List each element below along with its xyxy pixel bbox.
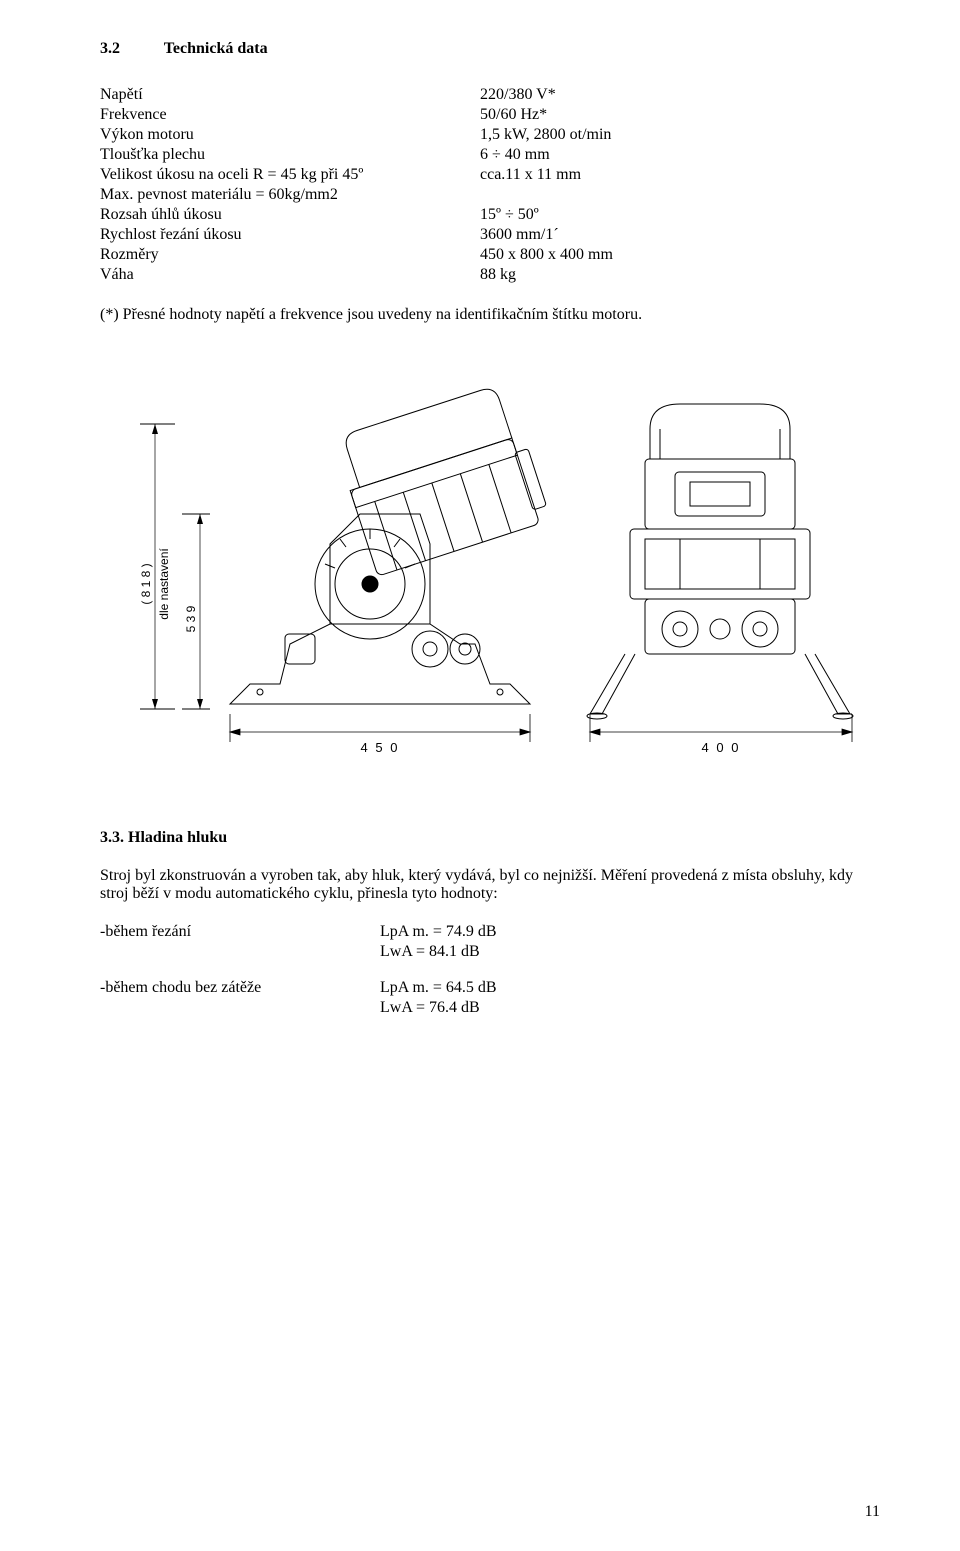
noise-value: LwA = 84.1 dB — [380, 943, 497, 963]
page-number: 11 — [865, 1503, 880, 1521]
spec-label: Váha — [100, 266, 480, 286]
noise-label: -během řezání — [100, 923, 380, 943]
dim-539: 5 3 9 — [184, 605, 198, 632]
spec-label: Rozsah úhlů úkosu — [100, 206, 480, 226]
spec-value: 88 kg — [480, 266, 613, 286]
dim-text: dle nastavení — [157, 548, 171, 620]
spec-value: 15º ÷ 50º — [480, 206, 613, 226]
spec-value: 220/380 V* — [480, 86, 613, 106]
noise-title: Hladina hluku — [128, 829, 227, 846]
spec-label: Napětí — [100, 86, 480, 106]
spec-label: Rychlost řezání úkosu — [100, 226, 480, 246]
noise-num: 3.3. — [100, 829, 124, 846]
dim-450: 4 5 0 — [361, 740, 400, 755]
noise-row: LwA = 76.4 dB — [100, 999, 497, 1019]
spec-label: Rozměry — [100, 246, 480, 266]
dim-400: 4 0 0 — [702, 740, 741, 755]
spec-value — [480, 186, 613, 206]
spec-row: Rychlost řezání úkosu3600 mm/1´ — [100, 226, 613, 246]
spec-value: 6 ÷ 40 mm — [480, 146, 613, 166]
spec-label: Tloušťka plechu — [100, 146, 480, 166]
noise-row: LwA = 84.1 dB — [100, 943, 497, 963]
spec-row: Velikost úkosu na oceli R = 45 kg při 45… — [100, 166, 613, 186]
noise-section: 3.3. Hladina hluku Stroj byl zkonstruová… — [100, 829, 880, 1019]
dim-818: ( 8 1 8 ) — [139, 563, 153, 604]
spec-row: Max. pevnost materiálu = 60kg/mm2 — [100, 186, 613, 206]
noise-value: LpA m. = 64.5 dB — [380, 979, 497, 999]
spec-value: 1,5 kW, 2800 ot/min — [480, 126, 613, 146]
noise-paragraph: Stroj byl zkonstruován a vyroben tak, ab… — [100, 867, 880, 903]
spec-label: Max. pevnost materiálu = 60kg/mm2 — [100, 186, 480, 206]
noise-value: LwA = 76.4 dB — [380, 999, 497, 1019]
section-heading: 3.2 Technická data — [100, 40, 880, 58]
spec-row: Rozměry450 x 800 x 400 mm — [100, 246, 613, 266]
spec-value: 3600 mm/1´ — [480, 226, 613, 246]
noise-row: -během chodu bez zátěžeLpA m. = 64.5 dB — [100, 979, 497, 999]
noise-table: -během řezáníLpA m. = 74.9 dBLwA = 84.1 … — [100, 923, 497, 1019]
spec-value: 50/60 Hz* — [480, 106, 613, 126]
spec-table: Napětí220/380 V*Frekvence50/60 Hz*Výkon … — [100, 86, 613, 286]
section-number: 3.2 — [100, 40, 160, 58]
spec-row: Tloušťka plechu6 ÷ 40 mm — [100, 146, 613, 166]
spec-label: Frekvence — [100, 106, 480, 126]
section-title: Technická data — [164, 40, 268, 57]
spec-value: 450 x 800 x 400 mm — [480, 246, 613, 266]
spec-label: Velikost úkosu na oceli R = 45 kg při 45… — [100, 166, 480, 186]
technical-diagram: ( 8 1 8 ) dle nastavení 5 3 9 — [100, 364, 880, 769]
spec-row: Napětí220/380 V* — [100, 86, 613, 106]
noise-label: -během chodu bez zátěže — [100, 979, 380, 999]
footnote: (*) Přesné hodnoty napětí a frekvence js… — [100, 306, 880, 324]
spec-row: Výkon motoru1,5 kW, 2800 ot/min — [100, 126, 613, 146]
spec-row: Váha88 kg — [100, 266, 613, 286]
spec-row: Rozsah úhlů úkosu15º ÷ 50º — [100, 206, 613, 226]
noise-value: LpA m. = 74.9 dB — [380, 923, 497, 943]
noise-row: -během řezáníLpA m. = 74.9 dB — [100, 923, 497, 943]
spec-row: Frekvence50/60 Hz* — [100, 106, 613, 126]
spec-value: cca.11 x 11 mm — [480, 166, 613, 186]
spec-label: Výkon motoru — [100, 126, 480, 146]
